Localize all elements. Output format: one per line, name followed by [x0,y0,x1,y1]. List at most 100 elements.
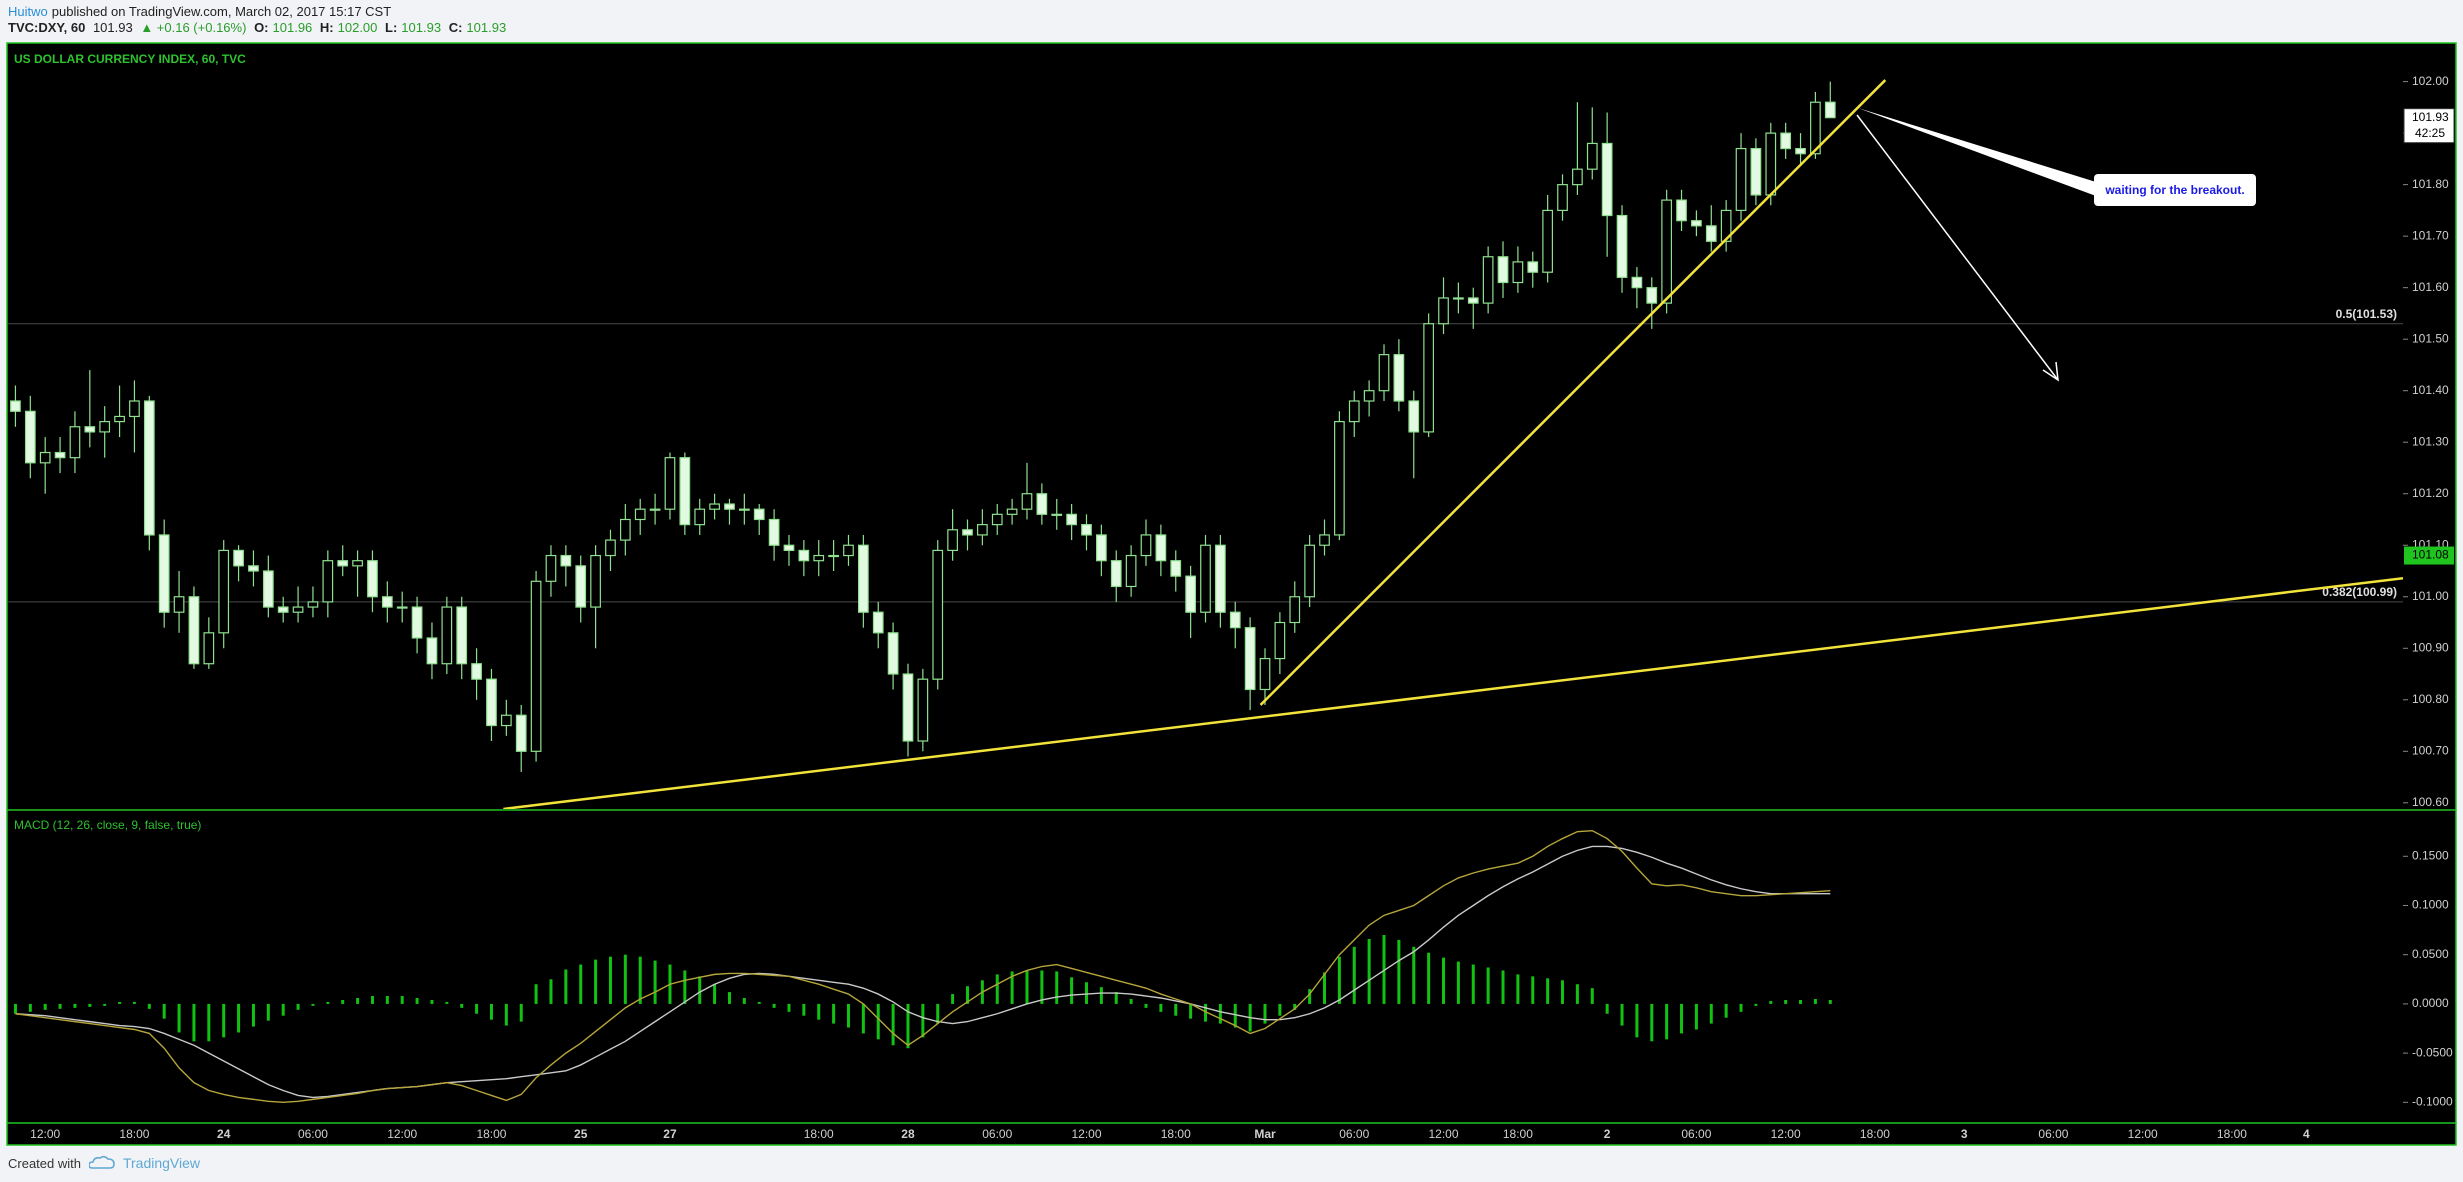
level-label: 0.382(100.99) [2322,585,2397,599]
histogram-bar [1099,987,1103,1004]
candle-body [1170,560,1182,577]
histogram-bar [1204,1003,1207,1022]
histogram-bar [192,1003,196,1042]
histogram-bar [88,1003,92,1007]
macd-title: MACD (12, 26, close, 9, false, true) [14,818,201,832]
histogram-bar [1010,971,1014,1004]
y-tick-label: -0.1000 [2412,1095,2453,1109]
candle-body [1006,508,1018,515]
x-tick-label: 3 [1961,1127,1968,1141]
x-tick-label: 12:00 [1771,1127,1801,1141]
candle-body [1467,297,1479,304]
candle-body [724,503,735,510]
x-tick-label: 18:00 [804,1127,834,1141]
histogram-bar [385,996,389,1004]
x-tick-label: 06:00 [1681,1127,1711,1141]
candle-body [1482,256,1494,304]
histogram-bar [13,1003,17,1014]
histogram-bar [772,1003,776,1008]
candle-body [292,606,304,613]
histogram-bar [1501,970,1505,1004]
histogram-bar [1620,1003,1624,1026]
histogram-bar [1144,1003,1148,1008]
histogram-bar [1754,1003,1758,1006]
histogram-bar [832,1003,836,1024]
candle-body [84,426,96,433]
histogram-bar [995,974,999,1004]
histogram-bar [579,964,583,1004]
candle-body [1586,142,1598,170]
last-price-label: 101.93 [2412,110,2449,124]
publish-line: Huitwo published on TradingView.com, Marc… [8,4,395,19]
ohlc-label: O: [254,20,269,35]
candle-body [768,518,780,546]
histogram-bar [296,1003,300,1010]
candle-body [1572,168,1583,186]
candle-body [1646,287,1658,304]
candle-body [813,554,825,562]
histogram-bar [1382,935,1386,1004]
histogram-bar [251,1003,255,1027]
histogram-bar [1189,1003,1193,1019]
histogram-bar [73,1003,77,1008]
histogram-bar [58,1003,62,1009]
candle-body [39,451,51,464]
candle-body [99,421,111,433]
candle-body [679,457,691,526]
candle-body [1185,575,1196,613]
histogram-bar [1561,980,1565,1004]
candle-body [1081,524,1092,536]
histogram-bar [921,1003,925,1038]
x-tick-label: 12:00 [30,1127,60,1141]
candle-body [69,426,81,459]
candle-body [1155,534,1167,562]
candle-body [515,714,527,752]
histogram-bar [430,999,434,1004]
histogram-bar [1070,977,1074,1004]
x-tick-label: 18:00 [1161,1127,1191,1141]
y-tick-label: 101.30 [2412,434,2449,448]
brand[interactable]: TradingView [122,1155,201,1171]
histogram-bar [1025,970,1029,1004]
countdown: 42:25 [2415,126,2445,140]
candle-body [843,544,854,557]
candle-body [322,560,334,603]
x-tick-label: 06:00 [298,1127,328,1141]
y-tick-label: 0.0500 [2412,947,2449,961]
x-tick-label: 27 [663,1127,677,1141]
y-tick-label: 0.0000 [2412,996,2449,1010]
candle-body [1334,421,1345,536]
candle-body [1229,611,1241,629]
callout-pointer [1858,108,2096,196]
ohlc-value: 102.00 [337,20,378,35]
y-tick-label: 101.60 [2412,280,2449,294]
y-tick-label: 101.80 [2412,177,2449,191]
histogram-bar [237,1003,241,1033]
histogram-bar [1828,999,1832,1004]
histogram-bar [1397,939,1401,1004]
candle-body [277,606,289,613]
candle-body [664,457,676,510]
histogram-bar [1129,998,1133,1004]
candle-body [932,549,944,680]
histogram-bar [1308,989,1312,1004]
histogram-bar [742,998,746,1004]
candle-body [977,524,988,536]
candle-body [1497,256,1509,284]
x-tick-label: 18:00 [119,1127,149,1141]
histogram-bar [802,1003,806,1016]
trendline [503,576,2403,809]
histogram-bar [1531,976,1535,1004]
x-tick-label: 12:00 [1071,1127,1101,1141]
candle-body [500,714,512,727]
candle-body [10,400,21,412]
histogram-bar [653,960,657,1004]
histogram-bar [356,998,360,1004]
candle-body [857,544,869,613]
author[interactable]: Huitwo [8,4,48,19]
created-with: Created with [8,1155,81,1171]
candle-body [1780,132,1792,150]
candle-body [1423,323,1434,433]
histogram-bar [266,1003,270,1021]
histogram-bar [1516,974,1520,1004]
